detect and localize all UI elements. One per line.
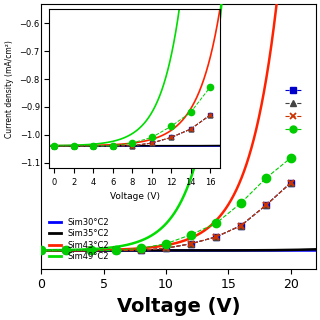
X-axis label: Voltage (V): Voltage (V) xyxy=(117,297,240,316)
Legend: , , , : , , , xyxy=(282,82,312,138)
